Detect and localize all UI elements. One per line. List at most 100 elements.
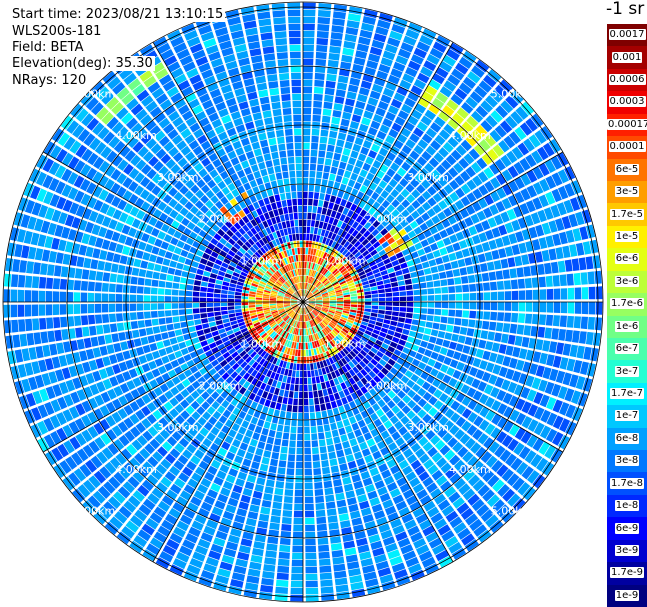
range-gate-cell (233, 163, 243, 172)
range-gate-cell (367, 490, 378, 500)
range-gate-cell (191, 173, 202, 184)
range-gate-cell (526, 389, 537, 402)
range-gate-cell (525, 290, 533, 300)
range-gate-cell (161, 519, 174, 531)
range-gate-cell (224, 144, 234, 154)
range-gate-cell (249, 561, 262, 571)
range-gate-cell (528, 134, 541, 148)
range-gate-cell (52, 278, 61, 290)
range-gate-cell (303, 261, 305, 268)
range-gate-cell (513, 161, 525, 175)
range-gate-cell (167, 129, 179, 140)
range-gate-cell (211, 224, 220, 233)
range-gate-cell (168, 110, 180, 122)
range-gate-cell (345, 277, 353, 283)
range-gate-cell (323, 352, 328, 360)
range-gate-cell (555, 370, 566, 384)
range-gate-cell (316, 340, 320, 347)
range-gate-cell (293, 342, 297, 349)
range-gate-cell (327, 373, 333, 381)
range-gate-cell (167, 353, 176, 362)
range-gate-cell (286, 249, 291, 257)
range-gate-cell (512, 346, 521, 358)
range-gate-cell (382, 174, 392, 184)
range-gate-cell (313, 86, 324, 94)
range-gate-cell (422, 441, 434, 452)
range-gate-cell (298, 261, 301, 269)
range-gate-cell (564, 388, 575, 402)
range-gate-cell (317, 315, 323, 321)
range-gate-cell (107, 443, 119, 456)
range-gate-cell (21, 245, 30, 259)
range-gate-cell (323, 480, 333, 489)
range-gate-cell (238, 337, 246, 344)
range-gate-cell (275, 38, 287, 46)
range-gate-cell (318, 313, 325, 319)
range-gate-cell (305, 307, 308, 314)
range-gate-cell (65, 379, 76, 392)
range-gate-cell (331, 339, 338, 346)
range-gate-cell (115, 373, 125, 384)
range-gate-cell (317, 274, 323, 280)
range-gate-cell (299, 290, 302, 297)
range-gate-cell (420, 295, 428, 301)
range-gate-cell (435, 475, 448, 487)
range-gate-cell (366, 326, 374, 332)
range-gate-cell (230, 246, 238, 254)
range-gate-cell (538, 276, 546, 288)
range-gate-cell (103, 481, 116, 494)
range-gate-cell (446, 99, 459, 111)
range-gate-cell (387, 37, 401, 48)
range-gate-cell (498, 140, 510, 153)
range-gate-cell (393, 332, 402, 339)
range-gate-cell (163, 141, 175, 152)
range-gate-cell (294, 306, 300, 312)
range-gate-cell (32, 276, 40, 289)
range-gate-cell (210, 482, 221, 493)
range-gate-cell (234, 295, 242, 299)
range-gate-cell (471, 498, 485, 512)
range-gate-cell (452, 497, 465, 509)
range-gate-cell (281, 313, 288, 319)
range-gate-cell (313, 291, 320, 296)
range-gate-cell (291, 191, 297, 199)
range-gate-cell (278, 207, 284, 216)
range-gate-cell (180, 277, 188, 284)
range-gate-cell (501, 468, 514, 482)
range-gate-cell (157, 310, 165, 318)
range-gate-cell (294, 328, 298, 335)
range-gate-cell (279, 289, 286, 293)
range-gate-cell (372, 210, 381, 219)
range-gate-cell (364, 391, 372, 400)
range-gate-cell (172, 558, 187, 570)
range-gate-cell (202, 173, 212, 184)
range-gate-cell (225, 254, 233, 261)
range-gate-cell (364, 305, 372, 309)
range-gate-cell (253, 541, 265, 550)
range-gate-cell (328, 217, 335, 225)
range-gate-cell (444, 262, 452, 271)
range-gate-cell (251, 210, 259, 218)
range-gate-cell (359, 395, 367, 404)
range-gate-cell (165, 346, 174, 355)
range-gate-cell (467, 493, 480, 506)
range-gate-cell (173, 526, 186, 538)
range-gate-cell (336, 399, 343, 407)
range-gate-cell (185, 237, 195, 246)
range-gate-cell (401, 405, 411, 415)
range-gate-cell (5, 258, 14, 272)
range-gate-cell (329, 307, 336, 311)
range-gate-cell (357, 153, 367, 162)
range-gate-cell (493, 214, 504, 226)
range-gate-cell (98, 506, 112, 520)
range-gate-cell (136, 89, 150, 102)
range-gate-cell (369, 282, 377, 287)
range-gate-cell (164, 424, 175, 435)
range-gate-cell (425, 127, 437, 139)
range-gate-cell (329, 304, 337, 307)
range-gate-cell (464, 539, 479, 552)
range-gate-cell (133, 338, 142, 347)
range-gate-cell (335, 344, 342, 352)
range-gate-cell (377, 214, 386, 223)
range-gate-cell (253, 454, 262, 463)
